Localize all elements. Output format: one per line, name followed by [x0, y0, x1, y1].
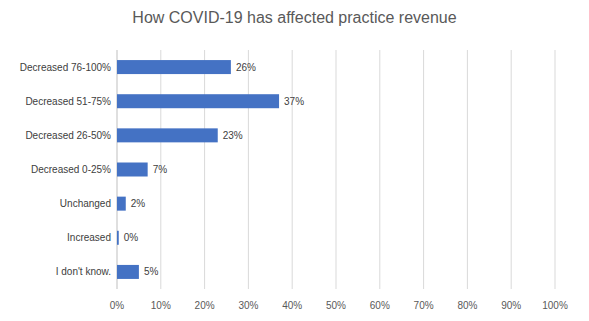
tick-label: 50% [326, 300, 346, 311]
chart-title: How COVID-19 has affected practice reven… [132, 9, 456, 26]
bar [117, 163, 148, 177]
bars [117, 60, 279, 279]
bar [117, 231, 119, 245]
tick-label: 80% [457, 300, 477, 311]
grid-line [423, 50, 424, 289]
tick-label: 0% [110, 300, 125, 311]
data-label: 37% [284, 96, 304, 107]
tick-label: 10% [151, 300, 171, 311]
grid-line [555, 50, 556, 289]
category-label: I don't know. [56, 266, 111, 277]
category-label: Decreased 0-25% [31, 164, 111, 175]
grid-line [336, 50, 337, 289]
bar [117, 128, 218, 142]
category-label: Decreased 76-100% [20, 62, 111, 73]
tick-label: 70% [414, 300, 434, 311]
grid-line [204, 50, 205, 289]
grid-line [511, 50, 512, 289]
bar [117, 94, 279, 108]
tick-label: 60% [370, 300, 390, 311]
tick-label: 20% [195, 300, 215, 311]
tick-label: 90% [501, 300, 521, 311]
tick-label: 30% [238, 300, 258, 311]
chart-container: How COVID-19 has affected practice reven… [0, 0, 589, 321]
category-label: Increased [67, 232, 111, 243]
data-label: 23% [223, 130, 243, 141]
grid-line [248, 50, 249, 289]
grid-line [292, 50, 293, 289]
data-label: 2% [131, 198, 146, 209]
bar [117, 197, 126, 211]
data-label: 5% [144, 266, 159, 277]
tick-label: 40% [282, 300, 302, 311]
data-label: 0% [124, 232, 139, 243]
tick-label: 100% [542, 300, 568, 311]
grid-line [467, 50, 468, 289]
data-label: 7% [153, 164, 168, 175]
data-label: 26% [236, 62, 256, 73]
category-label: Decreased 26-50% [25, 130, 111, 141]
chart-svg: How COVID-19 has affected practice reven… [0, 0, 589, 321]
category-label: Unchanged [60, 198, 111, 209]
grid-line [379, 50, 380, 289]
category-label: Decreased 51-75% [25, 96, 111, 107]
bar [117, 60, 231, 74]
bar [117, 265, 139, 279]
